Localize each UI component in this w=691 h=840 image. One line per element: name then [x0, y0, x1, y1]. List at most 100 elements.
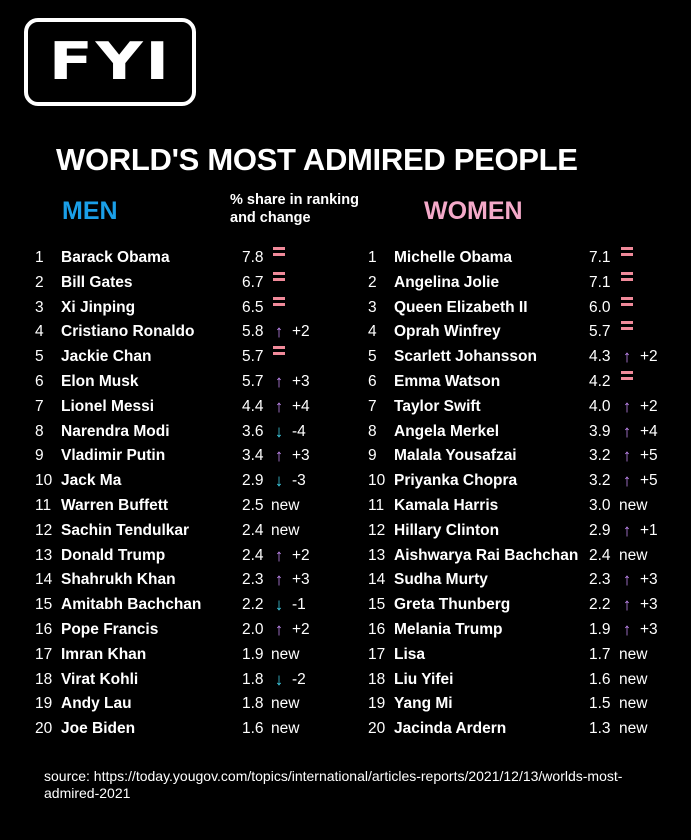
list-item: 4 Cristiano Ronaldo 5.8 ↑ +2	[0, 320, 691, 344]
new-label: new	[619, 670, 648, 688]
change-value: -3	[292, 472, 306, 490]
rank-number: 5	[368, 348, 377, 366]
list-item: 2 Bill Gates 6.7	[0, 271, 691, 295]
rank-change: ↑ +4	[619, 420, 658, 444]
arrow-up-icon: ↑	[622, 347, 632, 367]
rank-change: ↑ +5	[619, 444, 658, 468]
person-name: Jackie Chan	[61, 348, 152, 366]
rank-change: ↑ +3	[271, 568, 310, 592]
fyi-logo: FYI	[24, 18, 196, 106]
new-label: new	[271, 521, 300, 539]
list-item: 6 Emma Watson 4.2	[0, 370, 691, 394]
share-value: 1.9	[589, 621, 611, 638]
rank-number: 6	[368, 373, 377, 390]
share-value: 4.3	[589, 348, 611, 366]
list-item: 9 Malala Yousafzai 3.2 ↑ +5	[0, 444, 691, 468]
rank-change: ↑ +1	[619, 519, 658, 543]
change-value: +4	[640, 422, 658, 440]
rank-change: new	[271, 643, 299, 667]
arrow-up-icon: ↑	[274, 396, 284, 416]
list-item: 12 Hillary Clinton 2.9 ↑ +1	[0, 519, 691, 543]
new-label: new	[619, 497, 648, 514]
person-name: Vladimir Putin	[61, 447, 166, 465]
share-value: 2.0	[242, 621, 264, 638]
rank-number: 17	[35, 645, 53, 663]
person-name: Jack Ma	[61, 472, 122, 490]
share-value: 3.6	[242, 422, 264, 440]
person-name: Amitabh Bachchan	[61, 596, 202, 614]
person-name: Kamala Harris	[394, 497, 499, 514]
person-name: Yang Mi	[394, 695, 453, 713]
rank-change: ↑ +2	[271, 618, 310, 642]
person-name: Bill Gates	[61, 273, 133, 291]
person-name: Andy Lau	[61, 695, 132, 713]
list-item: 11 Kamala Harris 3.0 new	[0, 494, 691, 518]
rank-number: 1	[35, 249, 44, 266]
list-item: 19 Yang Mi 1.5 new	[0, 692, 691, 716]
equal-icon	[273, 246, 285, 257]
rank-change: ↑ +2	[271, 320, 310, 344]
share-value: 2.2	[589, 596, 611, 614]
list-item: 16 Pope Francis 2.0 ↑ +2	[0, 618, 691, 642]
share-value: 1.8	[242, 695, 264, 713]
share-value: 1.3	[589, 720, 611, 738]
page-title: WORLD'S MOST ADMIRED PEOPLE	[56, 142, 578, 177]
arrow-up-icon: ↑	[274, 545, 284, 565]
share-value: 2.9	[589, 521, 611, 539]
share-column-heading: % share in ranking and change	[230, 192, 359, 226]
share-value: 1.6	[589, 670, 611, 688]
rank-change: ↓ -4	[271, 420, 306, 444]
rank-change: new	[271, 494, 299, 518]
equal-icon	[273, 271, 285, 282]
share-value: 2.4	[589, 546, 611, 564]
rank-number: 11	[368, 497, 385, 514]
women-heading: WOMEN	[424, 197, 523, 225]
rank-number: 5	[35, 348, 44, 366]
rank-change	[619, 320, 633, 331]
arrow-up-icon: ↑	[622, 421, 632, 441]
equal-icon	[621, 271, 633, 282]
rank-change: new	[619, 717, 647, 741]
rank-change: new	[619, 668, 647, 692]
list-item: 15 Greta Thunberg 2.2 ↑ +3	[0, 593, 691, 617]
rank-number: 9	[368, 447, 377, 465]
change-value: +2	[640, 397, 658, 415]
person-name: Xi Jinping	[61, 298, 136, 316]
list-item: 3 Queen Elizabeth II 6.0	[0, 296, 691, 320]
change-value: +3	[292, 373, 310, 390]
share-value: 7.8	[242, 249, 264, 266]
rank-number: 16	[35, 621, 53, 638]
new-label: new	[271, 645, 300, 663]
rank-number: 7	[35, 397, 44, 415]
rank-change: ↑ +3	[619, 618, 658, 642]
rank-number: 10	[368, 472, 386, 490]
rank-number: 13	[35, 546, 53, 564]
person-name: Angelina Jolie	[394, 273, 500, 291]
arrow-down-icon: ↓	[274, 595, 284, 615]
person-name: Imran Khan	[61, 645, 147, 663]
list-item: 20 Joe Biden 1.6 new	[0, 717, 691, 741]
rank-change: ↑ +3	[619, 568, 658, 592]
change-value: +4	[292, 397, 310, 415]
rank-number: 4	[368, 323, 377, 341]
list-item: 16 Melania Trump 1.9 ↑ +3	[0, 618, 691, 642]
change-value: +3	[292, 571, 310, 589]
share-value: 3.9	[589, 422, 611, 440]
share-value: 2.5	[242, 497, 264, 514]
list-item: 3 Xi Jinping 6.5	[0, 296, 691, 320]
rank-change: ↓ -1	[271, 593, 306, 617]
rank-number: 9	[35, 447, 44, 465]
rank-number: 11	[35, 497, 52, 514]
share-value: 1.5	[589, 695, 611, 713]
person-name: Priyanka Chopra	[394, 472, 518, 490]
list-item: 18 Virat Kohli 1.8 ↓ -2	[0, 668, 691, 692]
list-item: 10 Jack Ma 2.9 ↓ -3	[0, 469, 691, 493]
share-value: 5.7	[242, 373, 264, 390]
list-item: 12 Sachin Tendulkar 2.4 new	[0, 519, 691, 543]
equal-icon	[621, 296, 633, 307]
rank-number: 3	[368, 298, 377, 316]
person-name: Lisa	[394, 645, 426, 663]
men-heading: MEN	[62, 197, 118, 225]
rank-number: 14	[368, 571, 386, 589]
share-value: 2.3	[242, 571, 264, 589]
